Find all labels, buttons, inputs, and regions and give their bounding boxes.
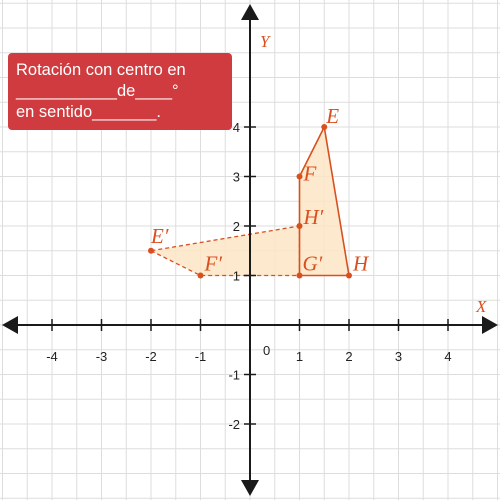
vertex-label: F′ — [204, 252, 223, 276]
x-tick-label: 4 — [444, 349, 451, 364]
vertex-label: F — [303, 162, 317, 186]
figures — [148, 124, 350, 277]
x-tick-label: -2 — [145, 349, 157, 364]
axes: -4 -3 -2 -1 1 2 3 4 -2 -1 1 2 3 4 — [2, 4, 498, 496]
vertex-point — [296, 223, 303, 229]
y-tick-label: 3 — [233, 170, 240, 185]
vertex-point — [346, 272, 352, 279]
y-tick-label: 1 — [233, 269, 240, 284]
y-axis-name: Y — [260, 32, 271, 51]
vertex-label: E′ — [150, 224, 169, 248]
instruction-line-1: Rotación con centro en — [16, 61, 186, 79]
x-tick-label: 2 — [345, 349, 352, 364]
vertex-point — [296, 173, 303, 180]
vertex-label: H — [352, 252, 370, 276]
x-axis-arrow-right — [482, 316, 498, 334]
x-tick-label: -1 — [195, 349, 207, 364]
x-tick-label: -3 — [96, 349, 108, 364]
y-tick-label: 4 — [233, 120, 240, 135]
y-axis-arrow-down — [241, 480, 259, 496]
instruction-line-3: en sentido_______. — [16, 103, 161, 121]
vertex-point — [148, 247, 154, 254]
vertices — [148, 124, 352, 279]
vertex-point — [296, 272, 303, 279]
vertex-labels: E F H′ G′ H E′ F′ — [150, 104, 370, 276]
y-axis-arrow-up — [241, 4, 259, 20]
x-tick-label: 3 — [395, 349, 402, 364]
origin-label: 0 — [263, 343, 270, 358]
vertex-label: E — [325, 104, 339, 128]
x-axis-arrow-left — [2, 316, 18, 334]
instruction-box: Rotación con centro en ___________de____… — [8, 53, 232, 130]
x-tick-label: -4 — [46, 349, 58, 364]
y-tick-label: -1 — [228, 368, 240, 383]
x-tick-label: 1 — [296, 349, 303, 364]
instruction-line-2: ___________de____° — [16, 82, 179, 100]
vertex-point — [321, 124, 328, 130]
vertex-point — [197, 272, 204, 279]
y-tick-label: -2 — [228, 417, 240, 432]
x-axis-name: X — [475, 297, 487, 316]
vertex-label: H′ — [303, 205, 324, 229]
vertex-label: G′ — [303, 252, 323, 276]
y-tick-label: 2 — [233, 219, 240, 234]
